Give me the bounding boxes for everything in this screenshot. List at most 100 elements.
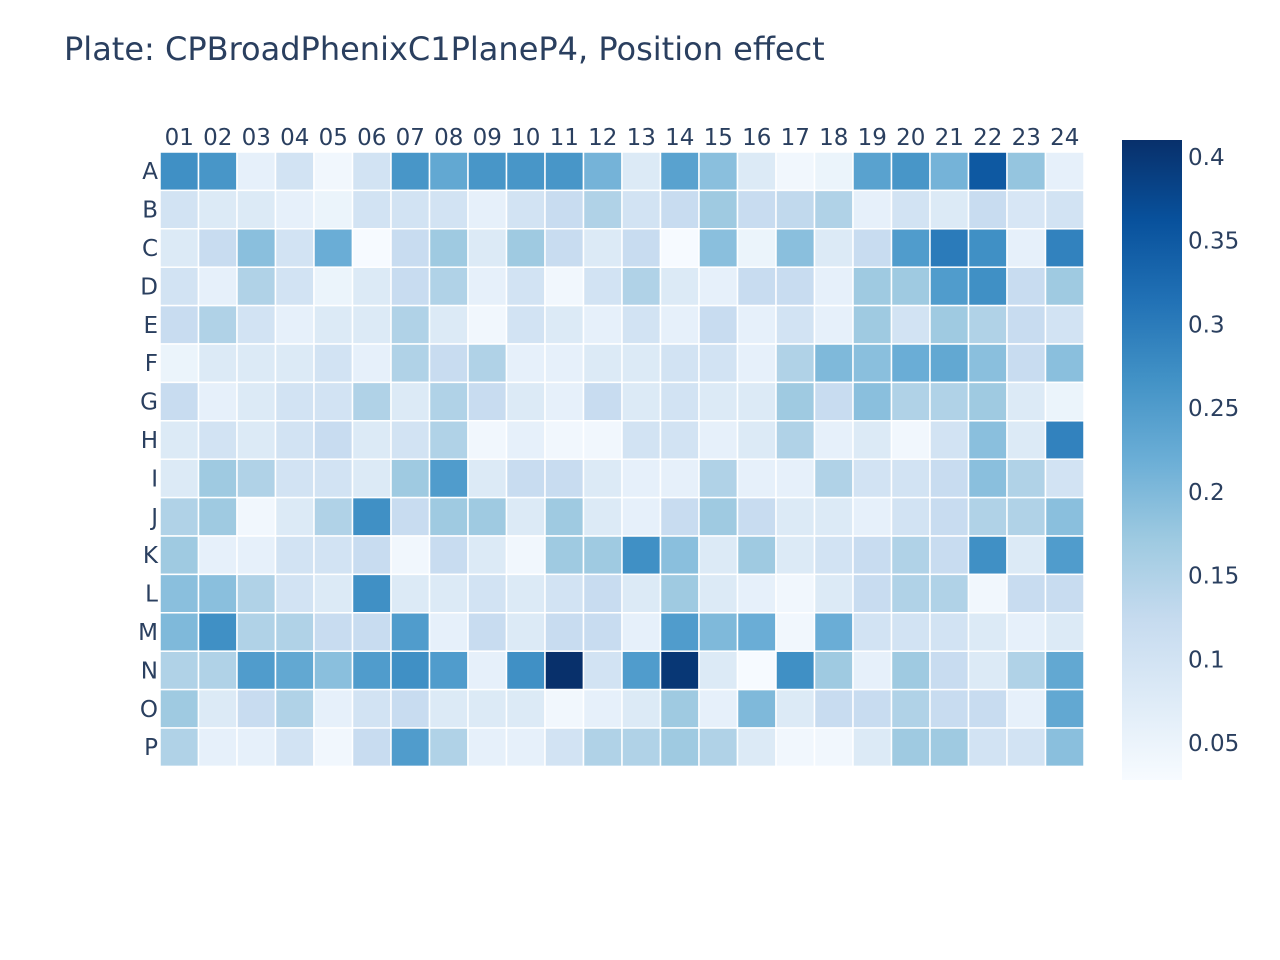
heatmap-cell-C20 [890, 228, 931, 268]
heatmap-cell-G19 [852, 381, 893, 422]
x-tick-label: 13 [627, 125, 656, 151]
heatmap-cell-E24 [1044, 304, 1085, 345]
heatmap-cell-N13 [621, 650, 662, 691]
x-tick-label: 23 [1012, 125, 1041, 151]
heatmap-cell-F22 [967, 343, 1008, 384]
heatmap-cell-E09 [467, 304, 508, 345]
heatmap-cell-M24 [1044, 612, 1085, 652]
heatmap-cell-D17 [775, 266, 816, 307]
heatmap-cell-J05 [313, 496, 354, 537]
heatmap-cell-M14 [659, 612, 700, 652]
heatmap-cell-I02 [197, 458, 238, 499]
heatmap-cell-B06 [351, 189, 392, 230]
heatmap-cell-E13 [621, 304, 662, 345]
heatmap-cell-A08 [428, 151, 469, 192]
heatmap-cell-E22 [967, 304, 1008, 345]
heatmap-cell-E14 [659, 304, 700, 345]
heatmap-cell-H07 [390, 420, 431, 460]
x-tick-label: 11 [550, 125, 579, 151]
heatmap-cell-A12 [582, 151, 623, 192]
heatmap-cell-J11 [544, 496, 585, 537]
heatmap-cell-M04 [274, 612, 315, 652]
heatmap-cell-B01 [159, 189, 200, 230]
heatmap-cell-J19 [852, 496, 893, 537]
heatmap-cell-B11 [544, 189, 585, 230]
heatmap-cell-P03 [236, 727, 277, 768]
heatmap-cell-O19 [852, 688, 893, 729]
heatmap-cell-P07 [390, 727, 431, 768]
heatmap-cell-A02 [197, 151, 238, 192]
heatmap-cell-F20 [890, 343, 931, 384]
heatmap-cell-C17 [775, 228, 816, 268]
heatmap-cell-E18 [813, 304, 854, 345]
y-tick-label: C [142, 236, 158, 262]
heatmap-cell-P18 [813, 727, 854, 768]
heatmap-cell-B16 [736, 189, 777, 230]
heatmap-cell-B09 [467, 189, 508, 230]
heatmap-cell-E08 [428, 304, 469, 345]
heatmap-cell-K03 [236, 535, 277, 576]
heatmap-cell-N05 [313, 650, 354, 691]
heatmap-cell-G12 [582, 381, 623, 422]
heatmap-cell-O13 [621, 688, 662, 729]
heatmap-cell-H06 [351, 420, 392, 460]
heatmap-cell-N19 [852, 650, 893, 691]
heatmap-cell-E17 [775, 304, 816, 345]
heatmap-cell-P14 [659, 727, 700, 768]
heatmap-cell-L11 [544, 573, 585, 614]
heatmap-cell-K20 [890, 535, 931, 576]
heatmap-cell-K15 [698, 535, 739, 576]
heatmap-cell-A07 [390, 151, 431, 192]
heatmap-cell-A01 [159, 151, 200, 192]
heatmap-cell-K22 [967, 535, 1008, 576]
x-tick-label: 06 [357, 125, 386, 151]
heatmap-cell-C01 [159, 228, 200, 268]
heatmap-cell-I12 [582, 458, 623, 499]
heatmap-cell-M08 [428, 612, 469, 652]
heatmap-cell-F12 [582, 343, 623, 384]
heatmap-cell-P12 [582, 727, 623, 768]
heatmap-cell-O06 [351, 688, 392, 729]
heatmap-cell-B10 [505, 189, 546, 230]
heatmap-cell-P22 [967, 727, 1008, 768]
heatmap-cell-E12 [582, 304, 623, 345]
heatmap-cell-A15 [698, 151, 739, 192]
heatmap-cell-L13 [621, 573, 662, 614]
heatmap-cell-M13 [621, 612, 662, 652]
heatmap-cell-K01 [159, 535, 200, 576]
heatmap-cell-P09 [467, 727, 508, 768]
x-tick-label: 04 [280, 125, 309, 151]
colorbar-tick-label: 0.25 [1188, 396, 1239, 422]
x-tick-label: 20 [896, 125, 925, 151]
x-tick-label: 19 [858, 125, 887, 151]
heatmap-cell-A24 [1044, 151, 1085, 192]
heatmap-cell-B12 [582, 189, 623, 230]
heatmap-cell-C21 [929, 228, 970, 268]
heatmap-cell-H03 [236, 420, 277, 460]
y-tick-label: P [144, 735, 158, 761]
y-tick-label: K [143, 543, 159, 569]
heatmap-cell-M07 [390, 612, 431, 652]
heatmap-cell-O03 [236, 688, 277, 729]
heatmap-cell-I21 [929, 458, 970, 499]
heatmap-cell-J21 [929, 496, 970, 537]
heatmap-cell-D12 [582, 266, 623, 307]
heatmap-cell-I05 [313, 458, 354, 499]
heatmap-cell-C06 [351, 228, 392, 268]
heatmap-cell-F06 [351, 343, 392, 384]
heatmap-cell-N22 [967, 650, 1008, 691]
heatmap-cell-G05 [313, 381, 354, 422]
heatmap-cell-F05 [313, 343, 354, 384]
heatmap-cell-N08 [428, 650, 469, 691]
heatmap-cell-N14 [659, 650, 700, 691]
x-tick-label: 09 [473, 125, 502, 151]
heatmap-cell-J23 [1006, 496, 1047, 537]
heatmap-cell-E02 [197, 304, 238, 345]
heatmap-cell-L24 [1044, 573, 1085, 614]
heatmap-cell-N15 [698, 650, 739, 691]
heatmap-cell-P04 [274, 727, 315, 768]
heatmap-cell-G24 [1044, 381, 1085, 422]
heatmap-cell-A10 [505, 151, 546, 192]
heatmap-cell-D04 [274, 266, 315, 307]
heatmap-cell-P05 [313, 727, 354, 768]
